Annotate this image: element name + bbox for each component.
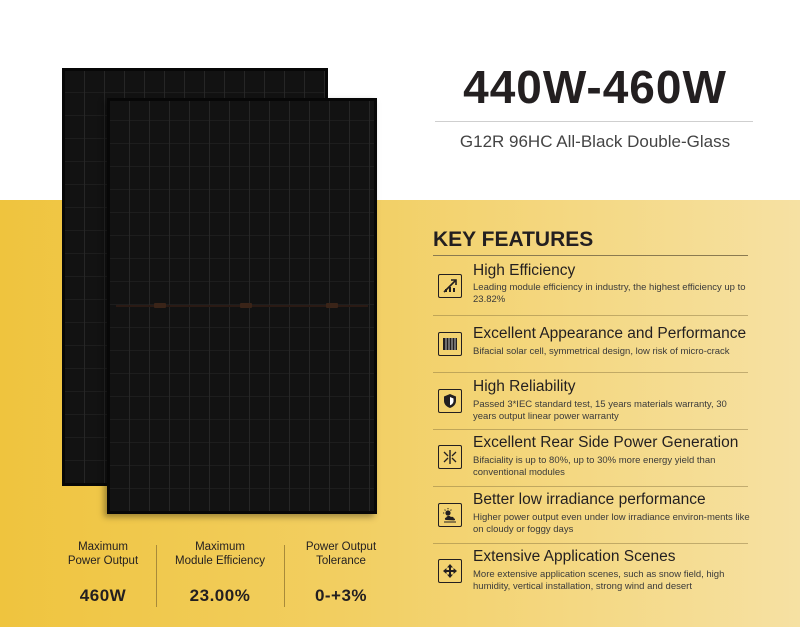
spec-max-power: Maximum Power Output 460W (48, 540, 158, 606)
cloudy-sun-icon (438, 503, 462, 527)
feature-description: Bifacial solar cell, symmetrical design,… (473, 346, 730, 357)
feature-name: High Reliability (473, 378, 576, 395)
solar-panel-front-image (107, 98, 377, 514)
feature-description: Leading module efficiency in industry, t… (473, 282, 746, 305)
product-subtitle: G12R 96HC All-Black Double-Glass (459, 132, 731, 151)
spec-label-line: Module Efficiency (175, 555, 265, 567)
spec-label: Power Output Tolerance (288, 540, 394, 574)
spec-module-efficiency: Maximum Module Efficiency 23.00% (160, 540, 280, 606)
feature-item-reliability: High Reliability Passed 3*IEC standard t… (433, 373, 748, 430)
solar-cell-icon (438, 332, 462, 356)
spec-divider (156, 545, 157, 607)
spec-value: 0-+3% (314, 586, 368, 605)
panel-junction-line (116, 303, 368, 308)
feature-name: Better low irradiance performance (473, 491, 706, 508)
feature-item-appearance: Excellent Appearance and Performance Bif… (433, 316, 748, 373)
compass-arrows-icon (438, 559, 462, 583)
feature-description: More extensive application scenes, such … (473, 569, 725, 592)
feature-name: Extensive Application Scenes (473, 548, 676, 565)
feature-item-rear-side: Excellent Rear Side Power Generation Bif… (433, 430, 748, 487)
bifacial-icon (438, 445, 462, 469)
junction-box (154, 303, 166, 308)
spec-value: 23.00% (189, 586, 251, 605)
feature-list: High Efficiency Leading module efficienc… (433, 259, 750, 601)
spec-label: Maximum Module Efficiency (160, 540, 280, 574)
spec-divider (284, 545, 285, 607)
spec-label-line: Maximum (195, 541, 245, 553)
junction-box (326, 303, 338, 308)
page-title: 440W-460W (463, 61, 727, 113)
spec-label-line: Tolerance (316, 555, 366, 567)
spec-power-tolerance: Power Output Tolerance 0-+3% (288, 540, 394, 606)
feature-item-low-irradiance: Better low irradiance performance Higher… (433, 487, 750, 544)
spec-label-line: Maximum (78, 541, 128, 553)
spec-label: Maximum Power Output (48, 540, 158, 574)
shield-icon (438, 389, 462, 413)
feature-description: Passed 3*IEC standard test, 15 years mat… (473, 399, 727, 422)
feature-name: Excellent Rear Side Power Generation (473, 434, 739, 451)
spec-label-line: Power Output (67, 555, 139, 567)
title-divider (435, 121, 753, 122)
feature-description: Higher power output even under low irrad… (473, 512, 750, 535)
junction-box (240, 303, 252, 308)
spec-value: 460W (79, 586, 127, 605)
feature-name: High Efficiency (473, 262, 576, 279)
feature-item-application-scenes: Extensive Application Scenes More extens… (433, 544, 748, 601)
efficiency-chart-icon (438, 274, 462, 298)
key-features-heading: KEY FEATURES (433, 228, 594, 251)
spec-label-line: Power Output (305, 541, 377, 553)
feature-item-high-efficiency: High Efficiency Leading module efficienc… (433, 259, 748, 316)
feature-description: Bifaciality is up to 80%, up to 30% more… (473, 455, 716, 478)
key-features-divider (433, 255, 748, 256)
feature-name: Excellent Appearance and Performance (473, 325, 747, 342)
